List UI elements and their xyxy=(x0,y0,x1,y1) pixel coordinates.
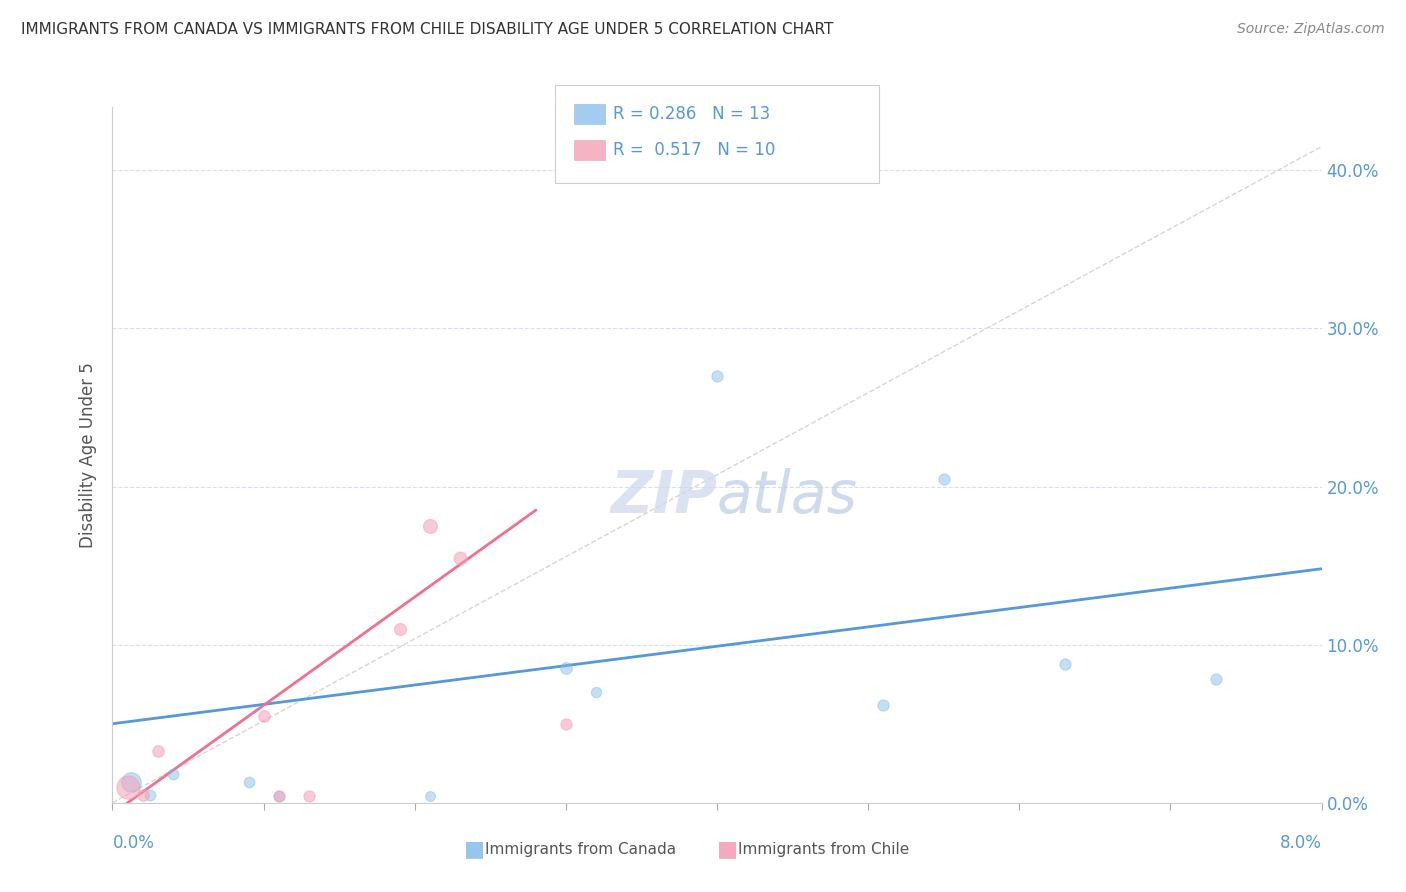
Point xyxy=(419,789,441,804)
Point xyxy=(872,698,894,712)
Text: atlas: atlas xyxy=(717,468,858,525)
Text: ■: ■ xyxy=(464,839,485,859)
Point xyxy=(267,789,290,804)
Text: 8.0%: 8.0% xyxy=(1279,834,1322,852)
Point xyxy=(554,661,576,675)
Text: R = 0.286   N = 13: R = 0.286 N = 13 xyxy=(613,105,770,123)
Point xyxy=(162,767,184,781)
Y-axis label: Disability Age Under 5: Disability Age Under 5 xyxy=(79,362,97,548)
Text: ■: ■ xyxy=(717,839,738,859)
Point xyxy=(932,472,955,486)
Text: ZIP: ZIP xyxy=(610,468,717,525)
Point xyxy=(139,788,162,802)
Point xyxy=(554,716,576,731)
Point xyxy=(238,775,260,789)
Point xyxy=(120,775,142,789)
Text: IMMIGRANTS FROM CANADA VS IMMIGRANTS FROM CHILE DISABILITY AGE UNDER 5 CORRELATI: IMMIGRANTS FROM CANADA VS IMMIGRANTS FRO… xyxy=(21,22,834,37)
Point xyxy=(267,789,290,804)
Text: Source: ZipAtlas.com: Source: ZipAtlas.com xyxy=(1237,22,1385,37)
Point xyxy=(388,622,411,636)
Point xyxy=(146,744,169,758)
Point xyxy=(298,789,321,804)
Point xyxy=(1205,673,1227,687)
Text: Immigrants from Chile: Immigrants from Chile xyxy=(738,842,910,856)
Point xyxy=(706,368,728,383)
Point xyxy=(1053,657,1076,671)
Text: 0.0%: 0.0% xyxy=(112,834,155,852)
Text: R =  0.517   N = 10: R = 0.517 N = 10 xyxy=(613,141,775,159)
Point xyxy=(253,708,276,723)
Point xyxy=(132,788,155,802)
Point xyxy=(419,519,441,533)
Point xyxy=(117,780,139,794)
Point xyxy=(449,550,471,565)
Point xyxy=(585,685,607,699)
Text: Immigrants from Canada: Immigrants from Canada xyxy=(485,842,676,856)
